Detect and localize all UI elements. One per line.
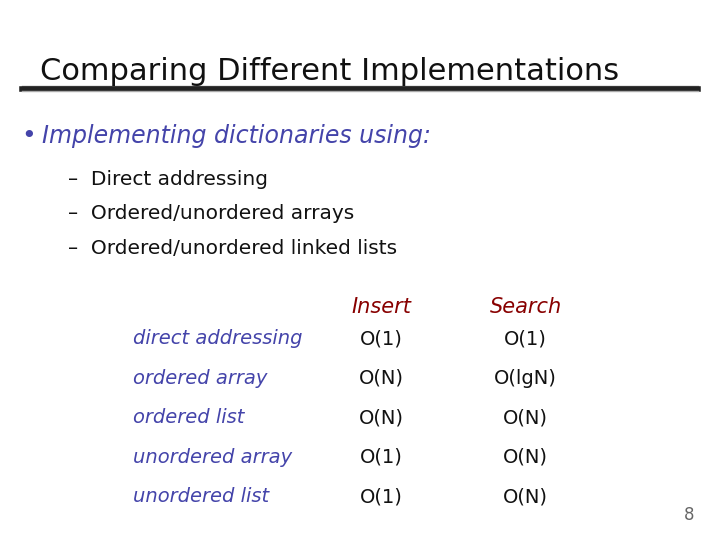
Text: O(N): O(N) bbox=[503, 448, 548, 467]
Text: unordered list: unordered list bbox=[133, 487, 269, 506]
Text: Comparing Different Implementations: Comparing Different Implementations bbox=[40, 57, 618, 86]
Text: O(1): O(1) bbox=[504, 329, 547, 348]
Text: 8: 8 bbox=[684, 506, 695, 524]
Text: Search: Search bbox=[490, 297, 562, 317]
Text: ordered list: ordered list bbox=[133, 408, 245, 427]
Text: O(N): O(N) bbox=[503, 408, 548, 427]
Text: Implementing dictionaries using:: Implementing dictionaries using: bbox=[42, 124, 431, 148]
Text: –  Ordered/unordered arrays: – Ordered/unordered arrays bbox=[68, 204, 355, 223]
Text: unordered array: unordered array bbox=[133, 448, 292, 467]
Text: direct addressing: direct addressing bbox=[133, 329, 302, 348]
Text: O(1): O(1) bbox=[360, 487, 403, 506]
Text: O(1): O(1) bbox=[360, 329, 403, 348]
Text: O(N): O(N) bbox=[359, 369, 404, 388]
Text: –  Direct addressing: – Direct addressing bbox=[68, 170, 269, 189]
Text: O(1): O(1) bbox=[360, 448, 403, 467]
Text: Insert: Insert bbox=[351, 297, 412, 317]
Text: ordered array: ordered array bbox=[133, 369, 268, 388]
Text: –  Ordered/unordered linked lists: – Ordered/unordered linked lists bbox=[68, 239, 397, 258]
Text: •: • bbox=[22, 124, 36, 148]
Text: O(lgN): O(lgN) bbox=[494, 369, 557, 388]
Text: O(N): O(N) bbox=[359, 408, 404, 427]
Text: O(N): O(N) bbox=[503, 487, 548, 506]
